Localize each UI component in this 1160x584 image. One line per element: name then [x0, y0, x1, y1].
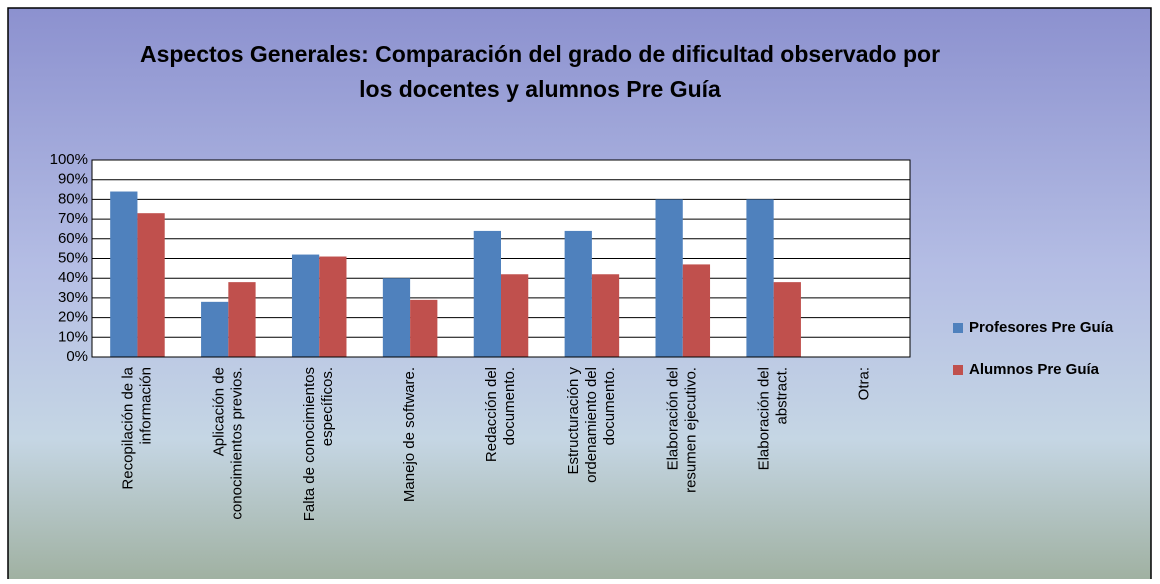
legend-label: Alumnos Pre Guía [969, 361, 1100, 378]
x-tick-label: Elaboración del [665, 367, 682, 470]
legend-label: Profesores Pre Guía [969, 319, 1114, 336]
bar [110, 191, 138, 357]
bar [201, 301, 229, 357]
x-tick-label: ordenamiento del [583, 367, 600, 483]
bar [682, 264, 711, 357]
y-tick-label: 40% [58, 269, 88, 286]
x-tick-label: Falta de conocimientos [301, 367, 318, 521]
bar [501, 274, 529, 357]
y-tick-label: 80% [58, 190, 88, 207]
bar [382, 278, 411, 357]
x-tick-label: información [137, 367, 154, 445]
bar [591, 274, 620, 357]
x-tick-label: Estructuración y [565, 367, 582, 475]
bar [655, 199, 683, 357]
x-tick-label: Redacción del [483, 367, 500, 462]
bar [319, 256, 347, 357]
chart-title: Aspectos Generales: Comparación del grad… [140, 41, 940, 67]
bar [473, 230, 501, 357]
bar [564, 230, 592, 357]
y-tick-label: 70% [58, 210, 88, 227]
bar [291, 254, 320, 357]
x-tick-label: Otra: [856, 367, 873, 400]
legend-swatch [953, 365, 963, 375]
y-tick-label: 60% [58, 230, 88, 247]
x-tick-label: específicos. [319, 367, 336, 446]
y-tick-label: 10% [58, 328, 88, 345]
bar [746, 199, 774, 357]
y-tick-label: 50% [58, 249, 88, 266]
plot-area [91, 159, 911, 358]
x-tick-label: Elaboración del [756, 367, 773, 470]
y-tick-label: 100% [50, 151, 88, 168]
x-tick-label: Manejo de software. [401, 367, 418, 502]
y-tick-label: 30% [58, 289, 88, 306]
x-tick-label: Aplicación de [210, 367, 227, 456]
x-tick-label: documento. [501, 367, 518, 445]
x-tick-label: documento. [601, 367, 618, 445]
y-tick-label: 0% [66, 348, 88, 365]
y-tick-label: 90% [58, 171, 88, 188]
x-tick-label: conocimientos previos. [228, 367, 245, 520]
bar [773, 282, 801, 357]
x-tick-label: resumen ejecutivo. [683, 367, 700, 493]
bar [137, 213, 165, 357]
legend-swatch [953, 323, 963, 333]
bar [228, 282, 256, 357]
y-tick-label: 20% [58, 309, 88, 326]
bar [410, 299, 438, 357]
x-tick-label: abstract. [774, 367, 791, 425]
x-tick-label: Recopilación de la [119, 366, 136, 489]
chart-title: los docentes y alumnos Pre Guía [359, 76, 721, 102]
